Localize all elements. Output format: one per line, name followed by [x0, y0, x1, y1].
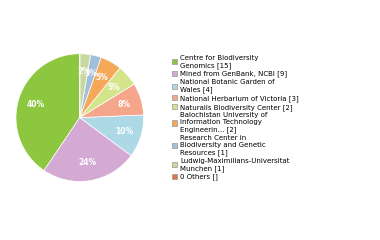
Text: 8%: 8% [117, 100, 130, 109]
Text: 5%: 5% [108, 83, 121, 92]
Text: 2%: 2% [77, 67, 90, 76]
Text: 24%: 24% [79, 158, 97, 168]
Wedge shape [80, 84, 144, 118]
Text: 40%: 40% [27, 100, 45, 109]
Text: 5%: 5% [96, 73, 109, 82]
Text: 10%: 10% [115, 126, 133, 136]
Text: 3%: 3% [85, 69, 98, 78]
Wedge shape [44, 118, 131, 181]
Legend: Centre for Biodiversity
Genomics [15], Mined from GenBank, NCBI [9], National Bo: Centre for Biodiversity Genomics [15], M… [171, 54, 299, 181]
Wedge shape [80, 57, 120, 118]
Wedge shape [80, 54, 90, 118]
Wedge shape [80, 55, 101, 118]
Wedge shape [80, 68, 134, 118]
Wedge shape [80, 115, 144, 156]
Wedge shape [16, 54, 80, 170]
